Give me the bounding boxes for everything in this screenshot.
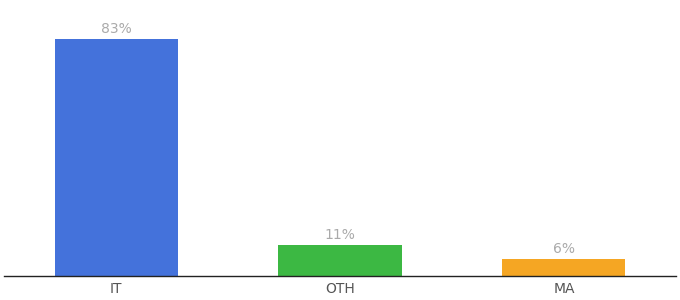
Text: 11%: 11% bbox=[324, 228, 356, 242]
Text: 83%: 83% bbox=[101, 22, 131, 36]
Bar bbox=[278, 245, 402, 276]
Bar bbox=[503, 259, 626, 276]
Bar bbox=[54, 38, 177, 276]
Text: 6%: 6% bbox=[553, 242, 575, 256]
